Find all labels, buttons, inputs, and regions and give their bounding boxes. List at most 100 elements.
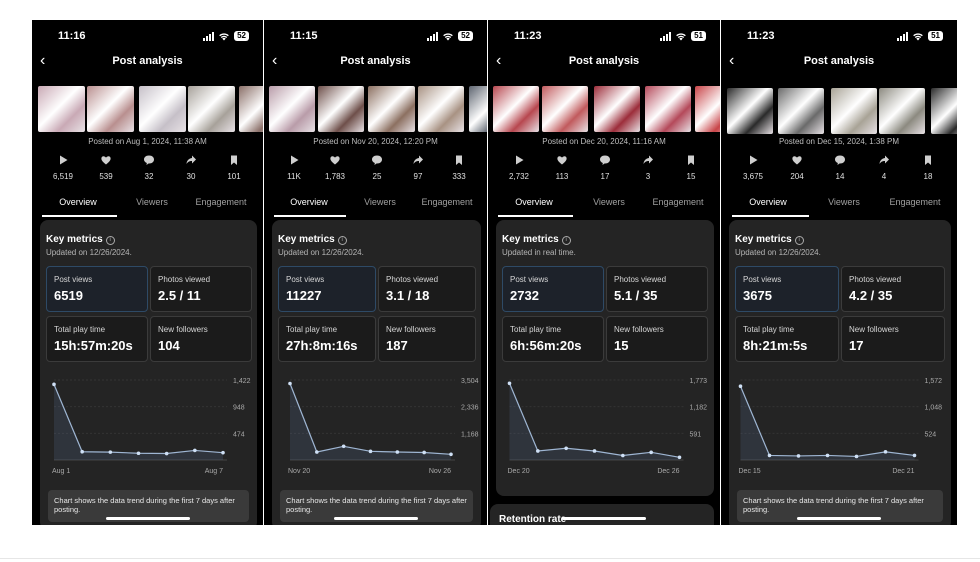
stat-count: 1,783 [324, 172, 346, 181]
metric-value: 6519 [54, 288, 83, 303]
tab-viewers[interactable]: Viewers [136, 197, 168, 207]
post-photo-thumbnail[interactable] [469, 86, 487, 132]
post-photo-thumbnail[interactable] [831, 88, 877, 134]
tab-overview[interactable]: Overview [290, 197, 328, 207]
chart-point [912, 453, 917, 458]
post-views-metric[interactable]: Post views 11227 [278, 266, 376, 312]
metric-value: 3675 [743, 288, 772, 303]
tab-bar: Overview Viewers Engagement [488, 197, 720, 217]
total-play-time-metric[interactable]: Total play time 6h:56m:20s [502, 316, 604, 362]
status-bar: 11:15 52 [264, 28, 487, 44]
clock: 11:16 [58, 30, 86, 42]
tab-viewers[interactable]: Viewers [593, 197, 625, 207]
trend-chart: 3,504 2,336 1,168 Nov 20 Nov 26 [288, 378, 479, 475]
chart-point [52, 382, 56, 387]
info-icon[interactable]: i [561, 236, 571, 245]
posted-date: Posted on Dec 15, 2024, 1:38 PM [778, 137, 900, 146]
tab-overview[interactable]: Overview [749, 197, 787, 207]
stat-item: 17 [585, 154, 625, 181]
back-arrow-icon[interactable]: ‹ [729, 52, 735, 69]
post-photo-thumbnail[interactable] [239, 86, 263, 132]
post-photo-thumbnail[interactable] [139, 86, 186, 132]
play-icon [750, 155, 758, 165]
post-views-metric[interactable]: Post views 6519 [46, 266, 148, 312]
post-photo-thumbnail[interactable] [87, 86, 134, 132]
new-followers-metric[interactable]: New followers 104 [150, 316, 252, 362]
new-followers-metric[interactable]: New followers 187 [378, 316, 476, 362]
wifi-icon [443, 32, 453, 40]
info-icon[interactable]: i [337, 236, 347, 245]
photo-carousel[interactable] [721, 88, 957, 134]
stat-item: 539 [86, 154, 126, 181]
stat-count: 6,519 [52, 172, 74, 181]
post-photo-thumbnail[interactable] [493, 86, 539, 132]
post-photo-thumbnail[interactable] [879, 88, 925, 134]
post-photo-thumbnail[interactable] [727, 88, 773, 134]
tab-viewers[interactable]: Viewers [828, 197, 860, 207]
tab-overview[interactable]: Overview [59, 197, 97, 207]
bookmark-icon [925, 155, 931, 165]
trend-chart: 1,422 948 474 Aug 1 Aug 7 [52, 378, 251, 475]
post-photo-thumbnail[interactable] [594, 86, 640, 132]
metric-label: New followers [386, 325, 436, 334]
signal-icon [897, 31, 909, 41]
back-arrow-icon[interactable]: ‹ [40, 52, 46, 69]
post-photo-thumbnail[interactable] [645, 86, 691, 132]
back-arrow-icon[interactable]: ‹ [272, 52, 278, 69]
signal-icon [660, 31, 672, 41]
info-icon[interactable]: i [794, 236, 804, 245]
metric-value: 5.1 / 35 [614, 288, 658, 303]
tab-viewers[interactable]: Viewers [364, 197, 396, 207]
post-photo-thumbnail[interactable] [188, 86, 235, 132]
post-photo-thumbnail[interactable] [542, 86, 588, 132]
key-metrics-card: Key metrics i Updated on 12/26/2024. Post … [40, 220, 257, 525]
metric-value: 2732 [510, 288, 539, 303]
stat-count: 204 [790, 172, 804, 181]
photos-viewed-metric[interactable]: Photos viewed 2.5 / 11 [150, 266, 252, 312]
photos-viewed-metric[interactable]: Photos viewed 4.2 / 35 [841, 266, 945, 312]
back-arrow-icon[interactable]: ‹ [496, 52, 502, 69]
post-photo-thumbnail[interactable] [368, 86, 415, 132]
post-photo-thumbnail[interactable] [931, 88, 957, 134]
post-photo-thumbnail[interactable] [269, 86, 315, 132]
tab-engagement[interactable]: Engagement [421, 197, 473, 207]
tab-engagement[interactable]: Engagement [195, 197, 247, 207]
tab-overview[interactable]: Overview [515, 197, 553, 207]
photo-carousel[interactable] [264, 86, 487, 132]
play-icon [516, 155, 524, 165]
bookmark-icon [688, 155, 694, 165]
chart-point [592, 449, 597, 453]
post-photo-thumbnail[interactable] [778, 88, 824, 134]
tab-engagement[interactable]: Engagement [889, 197, 941, 207]
share-icon [643, 155, 653, 164]
updated-text: Updated on 12/26/2024. [46, 248, 132, 257]
engagement-stats: 11K 1,783 25 97 333 [264, 154, 487, 186]
post-views-metric[interactable]: Post views 3675 [735, 266, 839, 312]
post-photo-thumbnail[interactable] [318, 86, 364, 132]
new-followers-metric[interactable]: New followers 15 [606, 316, 708, 362]
wifi-icon [676, 32, 686, 40]
chart-point [341, 444, 346, 449]
heart-icon [557, 156, 567, 165]
post-photo-thumbnail[interactable] [38, 86, 85, 132]
post-views-metric[interactable]: Post views 2732 [502, 266, 604, 312]
photo-carousel[interactable] [488, 86, 720, 132]
total-play-time-metric[interactable]: Total play time 8h:21m:5s [735, 316, 839, 362]
metric-label: Post views [286, 275, 325, 284]
chart-line [53, 384, 224, 455]
photo-carousel[interactable] [32, 86, 263, 132]
post-photo-thumbnail[interactable] [695, 86, 720, 132]
new-followers-metric[interactable]: New followers 17 [841, 316, 945, 362]
tab-engagement[interactable]: Engagement [652, 197, 704, 207]
photos-viewed-metric[interactable]: Photos viewed 5.1 / 35 [606, 266, 708, 312]
chart-note: Chart shows the data trend during the fi… [280, 490, 473, 522]
total-play-time-metric[interactable]: Total play time 27h:8m:16s [278, 316, 376, 362]
wifi-icon [913, 32, 923, 40]
metric-value: 2.5 / 11 [158, 288, 201, 303]
info-icon[interactable]: i [105, 236, 115, 245]
comment-icon [600, 155, 610, 165]
page-title: Post analysis [112, 55, 183, 67]
photos-viewed-metric[interactable]: Photos viewed 3.1 / 18 [378, 266, 476, 312]
total-play-time-metric[interactable]: Total play time 15h:57m:20s [46, 316, 148, 362]
post-photo-thumbnail[interactable] [418, 86, 464, 132]
